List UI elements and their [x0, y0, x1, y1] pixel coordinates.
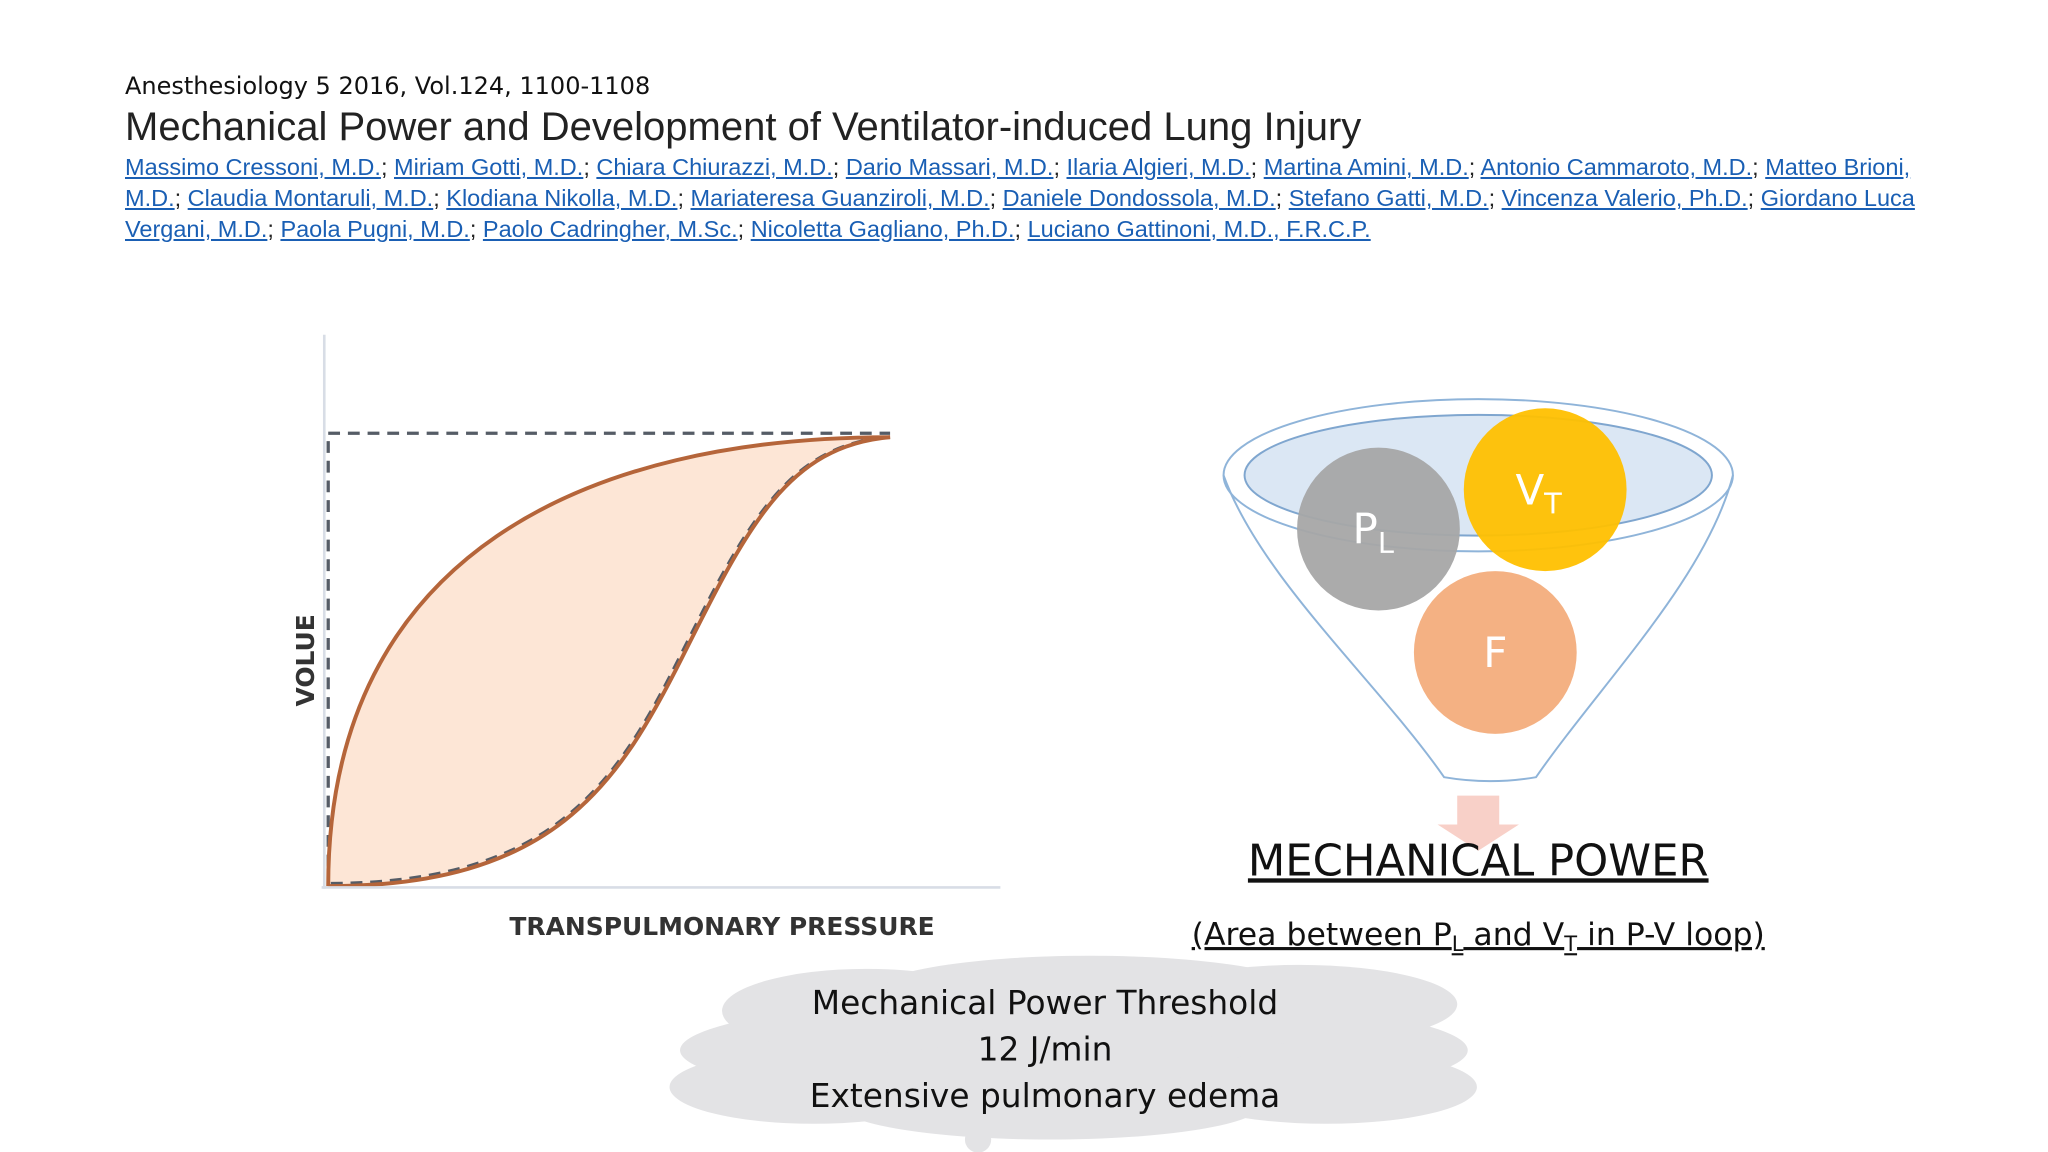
separator: ;: [469, 216, 483, 242]
mechanical-power-heading: MECHANICAL POWER: [1248, 836, 1709, 886]
author-link[interactable]: Paola Pugni, M.D.: [280, 216, 470, 242]
circle-label-main: P: [1352, 504, 1377, 553]
author-link[interactable]: Massimo Cressoni, M.D.: [125, 154, 381, 180]
circle-label: PL: [1352, 504, 1393, 560]
circle-label-main: V: [1515, 465, 1544, 514]
circle-label-main: F: [1483, 628, 1507, 677]
deflation-curve: [328, 435, 891, 889]
author-link[interactable]: Nicoletta Gagliano, Ph.D.: [750, 216, 1015, 242]
author-link[interactable]: Klodiana Nikolla, M.D.: [446, 185, 678, 211]
circle-label: F: [1483, 628, 1507, 677]
header: Anesthesiology 5 2016, Vol.124, 1100-110…: [125, 72, 1965, 245]
separator: ;: [1014, 216, 1028, 242]
author-link[interactable]: Daniele Dondossola, M.D.: [1002, 185, 1276, 211]
separator: ;: [1250, 154, 1264, 180]
separator: ;: [989, 185, 1003, 211]
circle-f: [1413, 571, 1577, 734]
separator: ;: [174, 185, 188, 211]
funnel: [1222, 474, 1734, 783]
citation: Anesthesiology 5 2016, Vol.124, 1100-110…: [125, 72, 651, 100]
author-link[interactable]: Paolo Cadringher, M.Sc.: [482, 216, 738, 242]
separator: ;: [832, 154, 846, 180]
author-link[interactable]: Dario Massari, M.D.: [845, 154, 1054, 180]
x-axis-label: TRANSPULMONARY PRESSURE: [509, 912, 934, 941]
separator: ;: [1752, 154, 1766, 180]
cloud-text: Mechanical Power Threshold 12 J/min Extens…: [810, 984, 1281, 1115]
mechanical-power-subtitle: (Area between PL and VT in P-V loop): [1192, 917, 1765, 956]
author-link[interactable]: Antonio Cammaroto, M.D.: [1480, 154, 1753, 180]
circle-label-sub: T: [1543, 486, 1562, 520]
author-link[interactable]: Mariateresa Guanziroli, M.D.: [690, 185, 990, 211]
circle-labels: PL VT F: [1352, 465, 1562, 677]
inflation-curve: [326, 435, 891, 887]
separator: ;: [1468, 154, 1481, 180]
separator: ;: [267, 216, 281, 242]
cloud-line: 12 J/min: [978, 1030, 1113, 1068]
separator: ;: [1747, 185, 1761, 211]
loop-area: [328, 437, 891, 887]
author-link[interactable]: Claudia Montaruli, M.D.: [187, 185, 434, 211]
circle-pl: [1297, 447, 1460, 611]
funnel-rim: [1222, 398, 1734, 553]
separator: ;: [737, 216, 751, 242]
separator: ;: [583, 154, 597, 180]
author-link[interactable]: Miriam Gotti, M.D.: [394, 154, 584, 180]
separator: ;: [1275, 185, 1289, 211]
separator: ;: [1053, 154, 1067, 180]
y-axis-label: VOLUE: [291, 614, 320, 706]
author-link[interactable]: Giordano Luca Vergani, M.D.: [125, 185, 1915, 242]
separator: ;: [380, 154, 394, 180]
subtitle-text: and V: [1463, 917, 1564, 953]
dashed-box: [326, 431, 891, 887]
cloud: [669, 955, 1477, 1152]
author-link[interactable]: Martina Amini, M.D.: [1263, 154, 1469, 180]
author-list: Massimo Cressoni, M.D.; Miriam Gotti, M.…: [125, 152, 1965, 245]
author-link[interactable]: Vincenza Valerio, Ph.D.: [1501, 185, 1748, 211]
circle-label: VT: [1515, 465, 1562, 521]
subtitle-sub: T: [1563, 932, 1577, 956]
separator: ;: [677, 185, 691, 211]
cloud-line: Mechanical Power Threshold: [812, 984, 1278, 1022]
subtitle-text: in P-V loop): [1577, 917, 1765, 953]
subtitle-sub: L: [1452, 932, 1464, 956]
author-link[interactable]: Matteo Brioni, M.D.: [125, 154, 1911, 211]
subtitle-text: (Area between P: [1192, 917, 1452, 953]
separator: ;: [433, 185, 447, 211]
author-link[interactable]: Chiara Chiurazzi, M.D.: [596, 154, 833, 180]
separator: ;: [1488, 185, 1502, 211]
author-link[interactable]: Stefano Gatti, M.D.: [1288, 185, 1489, 211]
circle-vt: [1463, 408, 1627, 572]
author-link[interactable]: Luciano Gattinoni, M.D., F.R.C.P.: [1027, 216, 1371, 242]
cloud-line: Extensive pulmonary edema: [810, 1077, 1281, 1115]
circle-label-sub: L: [1378, 526, 1394, 560]
arrow: [1437, 795, 1519, 851]
title: Mechanical Power and Development of Vent…: [125, 105, 1362, 149]
author-link[interactable]: Ilaria Algieri, M.D.: [1066, 154, 1251, 180]
